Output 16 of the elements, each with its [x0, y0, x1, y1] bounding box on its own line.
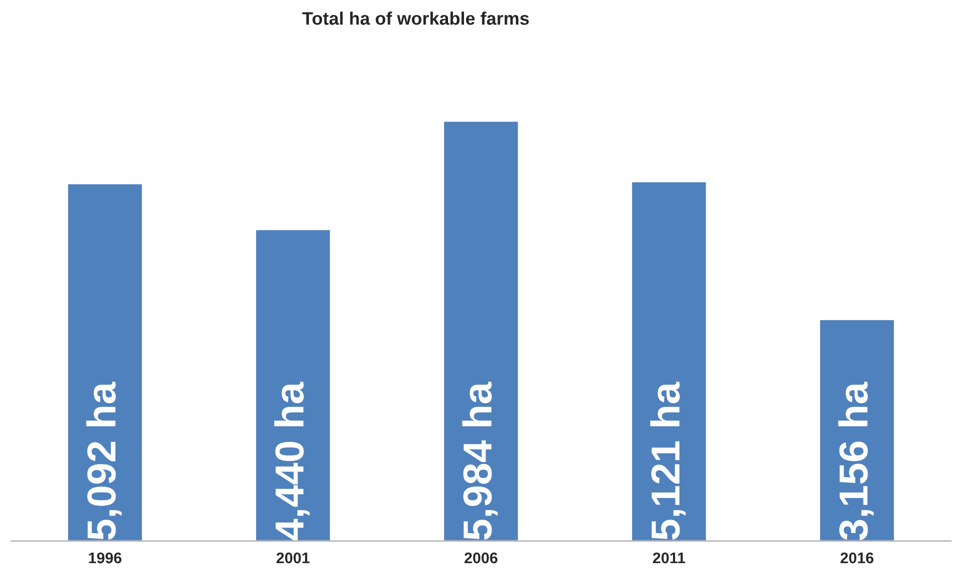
data-label: 5,121 ha	[650, 382, 686, 540]
chart-title: Total ha of workable farms	[302, 12, 529, 25]
x-tick-label: 2001	[276, 552, 310, 564]
x-tick-label: 2016	[840, 552, 874, 564]
data-label: 5,092 ha	[86, 382, 122, 540]
bar	[254, 228, 332, 541]
bar	[442, 120, 520, 541]
bar	[630, 180, 708, 541]
data-label: 5,984 ha	[462, 382, 498, 540]
bar	[66, 182, 144, 541]
x-tick-label: 2011	[652, 552, 686, 564]
data-label: 3,156 ha	[838, 382, 874, 540]
data-label: 4,440 ha	[274, 382, 310, 540]
x-tick-label: 2006	[464, 552, 498, 564]
bar	[818, 318, 896, 541]
x-tick-label: 1996	[88, 552, 122, 564]
